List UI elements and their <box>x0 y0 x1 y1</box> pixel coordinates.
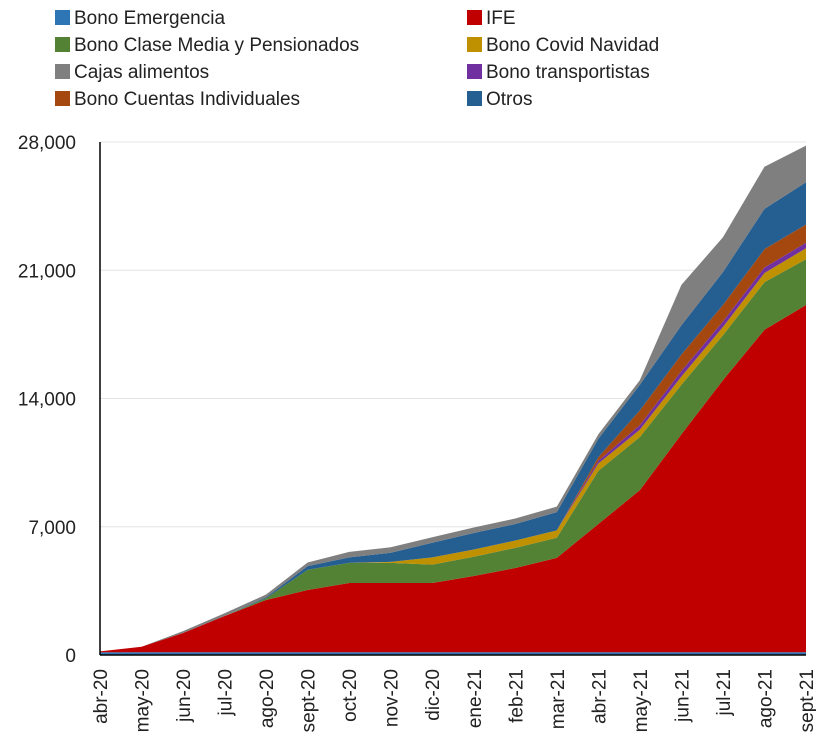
y-tick-label: 14,000 <box>18 390 76 411</box>
y-tick-label: 28,000 <box>18 133 76 154</box>
legend-swatch <box>467 64 482 79</box>
y-tick-label: 0 <box>65 646 76 667</box>
x-tick-label: dic-20 <box>423 669 444 721</box>
legend-label: Bono transportistas <box>486 62 650 83</box>
legend-label: Bono Clase Media y Pensionados <box>74 35 359 56</box>
x-tick-label: ene-21 <box>465 669 486 728</box>
x-tick-label: jul-20 <box>216 669 237 716</box>
legend-label: Cajas alimentos <box>74 62 209 83</box>
legend-swatch <box>467 10 482 25</box>
x-tick-label: jun-20 <box>174 669 195 723</box>
x-tick-label: ago-20 <box>257 669 278 728</box>
x-tick-label: oct-20 <box>340 669 361 722</box>
x-tick-label: mar-21 <box>548 669 569 729</box>
x-tick-label: abr-20 <box>91 669 112 724</box>
legend-label: IFE <box>486 8 516 29</box>
x-tick-label: may-20 <box>133 669 154 732</box>
legend-swatch <box>55 37 70 52</box>
x-tick-label: ago-21 <box>755 669 776 728</box>
y-tick-label: 21,000 <box>18 261 76 282</box>
legend-swatch <box>55 64 70 79</box>
x-tick-label: may-21 <box>631 669 652 732</box>
legend-label: Bono Covid Navidad <box>486 35 659 56</box>
area <box>100 259 806 652</box>
legend-label: Otros <box>486 89 532 110</box>
legend-label: Bono Cuentas Individuales <box>74 89 300 110</box>
area <box>100 305 806 653</box>
x-tick-label: feb-21 <box>506 669 527 723</box>
x-tick-label: sept-21 <box>797 669 816 732</box>
x-tick-label: abr-21 <box>589 669 610 724</box>
x-tick-label: nov-20 <box>382 669 403 727</box>
legend-swatch <box>55 91 70 106</box>
y-tick-label: 7,000 <box>28 518 76 539</box>
x-tick-label: jul-21 <box>714 669 735 716</box>
legend-swatch <box>467 91 482 106</box>
legend-swatch <box>467 37 482 52</box>
x-tick-label: sept-20 <box>299 669 320 732</box>
x-tick-label: jun-21 <box>672 669 693 723</box>
legend-swatch <box>55 10 70 25</box>
legend-label: Bono Emergencia <box>74 8 225 29</box>
